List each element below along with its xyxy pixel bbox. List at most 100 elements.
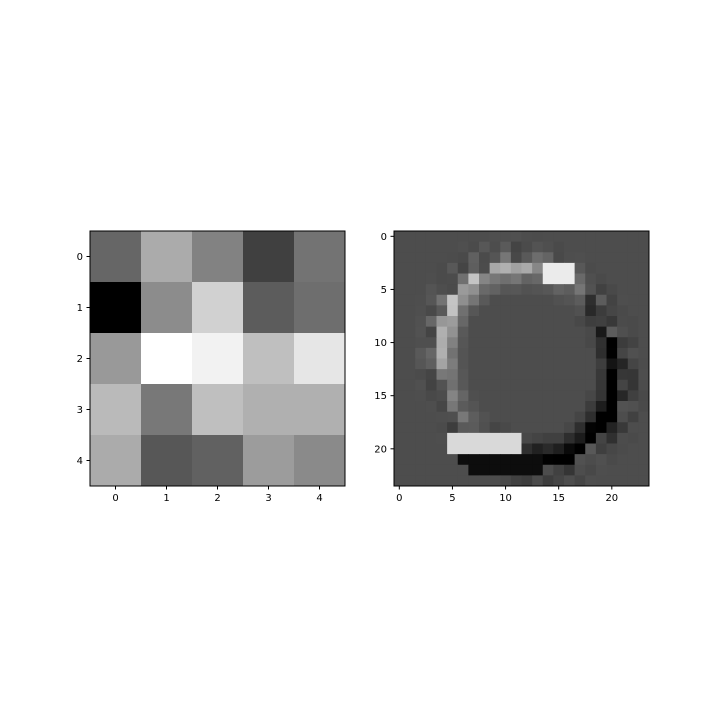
feature-map-cell: [564, 358, 576, 370]
feature-map-cell: [521, 358, 533, 370]
feature-map-cell: [457, 241, 469, 253]
feature-map-cell: [553, 390, 565, 402]
feature-map-cell: [489, 443, 501, 455]
feature-map-cell: [595, 411, 607, 423]
feature-map-cell: [479, 369, 491, 381]
feature-map-cell: [457, 432, 469, 444]
feature-map-cell: [638, 475, 650, 487]
feature-map-cell: [447, 262, 459, 274]
feature-map-cell: [425, 316, 437, 328]
kernel-cell: [192, 282, 244, 334]
feature-map-cell: [436, 401, 448, 413]
feature-map-cell: [574, 284, 586, 296]
feature-map-cell: [436, 262, 448, 274]
feature-map-cell: [510, 401, 522, 413]
feature-map-cell: [415, 443, 427, 455]
feature-map-cell: [521, 369, 533, 381]
feature-map-cell: [425, 411, 437, 423]
kernel-cells: [90, 231, 346, 487]
feature-map-cell: [415, 475, 427, 487]
feature-map-cell: [510, 390, 522, 402]
feature-map-cell: [574, 432, 586, 444]
feature-map-cell: [595, 464, 607, 476]
feature-map-cell: [638, 337, 650, 349]
feature-map-cell: [468, 262, 480, 274]
feature-map-cell: [404, 411, 416, 423]
feature-map-cell: [479, 347, 491, 359]
feature-map-cell: [500, 241, 512, 253]
feature-map-cell: [595, 475, 607, 487]
feature-map-cell: [479, 252, 491, 264]
feature-map-cell: [574, 411, 586, 423]
feature-map-cell: [500, 284, 512, 296]
feature-map-cell: [638, 262, 650, 274]
feature-map-cells: [394, 231, 650, 487]
feature-map-cell: [617, 347, 629, 359]
feature-map-cell: [606, 443, 618, 455]
feature-map-cell: [606, 252, 618, 264]
feature-map-cell: [585, 475, 597, 487]
feature-map-cell: [617, 454, 629, 466]
feature-map-cell: [404, 401, 416, 413]
feature-map-cell: [425, 475, 437, 487]
feature-map-cell: [447, 294, 459, 306]
feature-map-cell: [404, 273, 416, 285]
feature-map-cell: [532, 432, 544, 444]
feature-map-cell: [436, 443, 448, 455]
feature-map-cell: [542, 326, 554, 338]
feature-map-cell: [585, 422, 597, 434]
feature-map-cell: [595, 358, 607, 370]
feature-map-cell: [574, 401, 586, 413]
feature-map-cell: [404, 464, 416, 476]
feature-map-cell: [574, 231, 586, 243]
feature-map-cell: [500, 358, 512, 370]
feature-map-cell: [425, 284, 437, 296]
feature-map-cell: [415, 231, 427, 243]
feature-map-cell: [394, 401, 406, 413]
feature-map-cell: [489, 231, 501, 243]
feature-map-cell: [532, 231, 544, 243]
feature-map-cell: [500, 252, 512, 264]
feature-map-cell: [553, 379, 565, 391]
feature-map-cell: [532, 305, 544, 317]
feature-map-cell: [489, 358, 501, 370]
feature-map-cell: [500, 369, 512, 381]
kernel-cell: [294, 435, 346, 487]
feature-map-cell: [489, 390, 501, 402]
feature-map-cell: [510, 284, 522, 296]
feature-map-cell: [489, 422, 501, 434]
feature-map-cell: [479, 241, 491, 253]
feature-map-cell: [394, 241, 406, 253]
feature-map-cell: [394, 326, 406, 338]
feature-map-cell: [595, 326, 607, 338]
feature-map-cell: [500, 326, 512, 338]
feature-map-cell: [627, 347, 639, 359]
feature-map-cell: [617, 358, 629, 370]
feature-map-cell: [574, 337, 586, 349]
feature-map-cell: [404, 347, 416, 359]
x-tick-label: 5: [449, 493, 455, 504]
feature-map-cell: [553, 369, 565, 381]
kernel-cell: [90, 384, 142, 436]
feature-map-cell: [510, 358, 522, 370]
feature-map-cell: [510, 305, 522, 317]
feature-map-cell: [638, 294, 650, 306]
feature-map-cell: [510, 294, 522, 306]
feature-map-cell: [521, 231, 533, 243]
feature-map-cell: [468, 358, 480, 370]
feature-map-cell: [436, 422, 448, 434]
feature-map-cell: [489, 294, 501, 306]
feature-map-cell: [521, 284, 533, 296]
feature-map-cell: [627, 305, 639, 317]
feature-map-cell: [617, 252, 629, 264]
feature-map-cell: [606, 231, 618, 243]
feature-map-cell: [542, 262, 554, 274]
feature-map-cell: [564, 273, 576, 285]
feature-map-cell: [479, 337, 491, 349]
feature-map-cell: [489, 273, 501, 285]
feature-map-cell: [585, 347, 597, 359]
feature-map-cell: [585, 358, 597, 370]
feature-map-cell: [553, 284, 565, 296]
feature-map-cell: [404, 358, 416, 370]
feature-map-cell: [489, 411, 501, 423]
